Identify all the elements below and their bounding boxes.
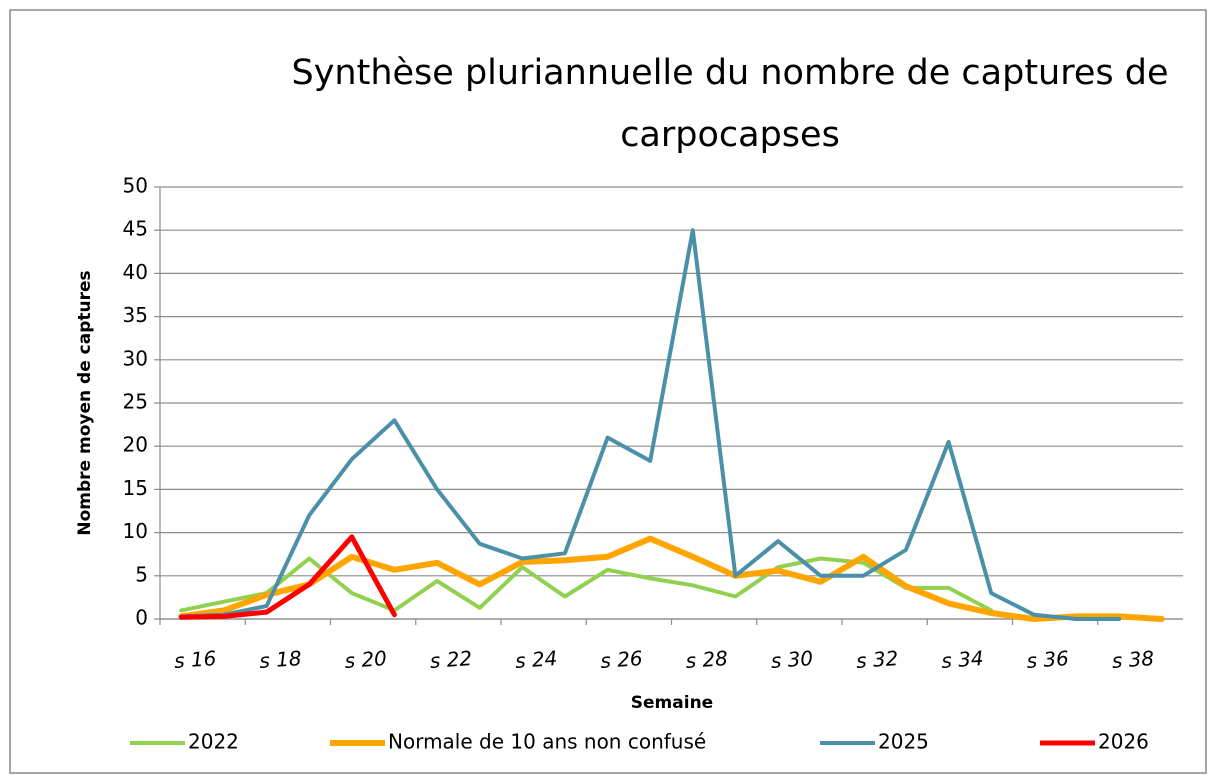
- y-tick-label: 15: [123, 476, 148, 500]
- y-tick-label: 35: [123, 303, 148, 327]
- x-tick-label: s 38: [1111, 646, 1155, 673]
- y-axis-label: Nombre moyen de captures: [75, 270, 95, 535]
- y-tick-label: 0: [135, 606, 148, 630]
- x-tick-label: s 32: [855, 646, 899, 673]
- x-tick-label: s 30: [770, 646, 814, 673]
- chart-frame: [9, 9, 1207, 774]
- legend-label: 2022: [188, 730, 239, 754]
- y-tick-label: 40: [123, 260, 148, 284]
- y-tick-label: 50: [123, 174, 148, 198]
- series-line: [179, 228, 1122, 621]
- x-tick-label: s 20: [344, 646, 388, 673]
- y-tick-label: 20: [123, 433, 148, 457]
- x-tick-label: s 36: [1026, 646, 1070, 673]
- x-tick-label: s 34: [941, 646, 985, 673]
- legend-label: Normale de 10 ans non confusé: [388, 730, 706, 754]
- x-tick-label: s 16: [173, 646, 217, 673]
- chart-title: Synthèse pluriannuelle du nombre de capt…: [291, 53, 1169, 155]
- y-tick-label: 5: [135, 562, 148, 586]
- x-tick-label: s 24: [514, 646, 558, 673]
- y-tick-label: 10: [123, 519, 148, 543]
- x-tick-label: s 22: [429, 646, 473, 673]
- legend-label: 2025: [878, 730, 929, 754]
- legend-label: 2026: [1098, 730, 1149, 754]
- y-tick-label: 30: [123, 346, 148, 370]
- x-tick-label: s 18: [259, 646, 303, 673]
- y-tick-label: 45: [123, 217, 148, 241]
- x-axis-label: Semaine: [631, 693, 713, 713]
- x-tick-label: s 28: [685, 646, 729, 673]
- x-tick-label: s 26: [600, 646, 644, 673]
- series-line: [178, 534, 397, 620]
- series-line: [178, 535, 1165, 622]
- y-tick-label: 25: [123, 390, 148, 414]
